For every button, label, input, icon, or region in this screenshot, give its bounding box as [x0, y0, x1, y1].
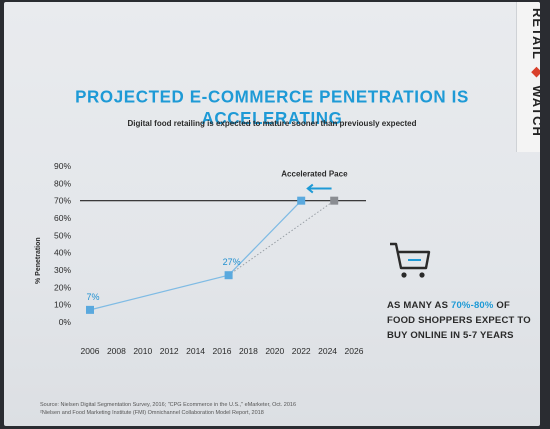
data-label: 7%	[86, 292, 99, 302]
x-tick-label: 2022	[292, 346, 311, 356]
series-line-accelerated	[89, 200, 302, 311]
retail-watch-logo: RETAIL ◆ WATCH	[530, 8, 540, 137]
x-tick-label: 2010	[133, 346, 152, 356]
y-tick-label: 80%	[54, 178, 71, 188]
x-tick-label: 2024	[318, 346, 337, 356]
callout-pre: AS MANY AS	[387, 300, 451, 311]
y-tick-label: 10%	[54, 300, 71, 310]
data-point-marker	[330, 196, 339, 205]
logo-mark-icon: ◆	[530, 64, 540, 81]
logo-word-top: RETAIL	[530, 8, 540, 60]
y-tick-label: 20%	[54, 282, 71, 292]
data-label: 27%	[223, 257, 241, 267]
y-tick-label: 0%	[59, 317, 72, 327]
x-tick-label: 2006	[81, 346, 100, 356]
x-tick-label: 2026	[345, 346, 364, 356]
y-tick-label: 40%	[54, 248, 71, 258]
series-line-previous-projection	[228, 200, 335, 276]
slide-subtitle: Digital food retailing is expected to ma…	[127, 119, 417, 128]
x-tick-label: 2008	[107, 346, 126, 356]
x-tick-label: 2014	[186, 346, 205, 356]
source-line-2: ²Nielsen and Food Marketing Institute (F…	[40, 410, 264, 416]
x-tick-label: 2016	[213, 346, 232, 356]
y-tick-label: 30%	[54, 265, 71, 275]
y-axis-label: % Penetration	[35, 237, 42, 284]
left-arrow-icon	[306, 183, 332, 194]
y-tick-label: 50%	[54, 230, 71, 240]
x-tick-label: 2012	[160, 346, 179, 356]
data-point-marker	[224, 271, 233, 280]
data-point-marker	[86, 305, 94, 314]
callout-text: AS MANY AS 70%-80% OF FOOD SHOPPERS EXPE…	[387, 298, 537, 343]
y-tick-label: 70%	[54, 196, 71, 206]
source-footnote: Source: Nielsen Digital Segmentation Sur…	[40, 401, 510, 417]
annotation-accelerated-pace: Accelerated Pace	[281, 169, 348, 178]
shopping-cart-icon	[390, 242, 431, 278]
arrow-head	[306, 183, 314, 194]
y-tick-label: 90%	[54, 161, 71, 171]
data-point-marker	[297, 196, 306, 205]
callout-highlight: 70%-80%	[450, 300, 494, 311]
x-tick-label: 2020	[265, 346, 284, 356]
slide-title: PROJECTED E-COMMERCE PENETRATION IS ACCE…	[75, 87, 469, 128]
slide: PROJECTED E-COMMERCE PENETRATION IS ACCE…	[4, 2, 540, 426]
penetration-chart: 0% 10% 20% 30% 40% 50% 60% 70% 80% 90% 2006 2008 20…	[35, 161, 366, 356]
retail-watch-logo-panel	[516, 2, 540, 152]
y-tick-label: 60%	[54, 213, 71, 223]
logo-word-bottom: WATCH	[530, 85, 540, 137]
source-line-1: Source: Nielsen Digital Segmentation Sur…	[40, 402, 297, 408]
callout-post: OF FOOD SHOPPERS EXPECT TO BUY ONLINE IN…	[387, 300, 531, 341]
x-tick-label: 2018	[239, 346, 258, 356]
